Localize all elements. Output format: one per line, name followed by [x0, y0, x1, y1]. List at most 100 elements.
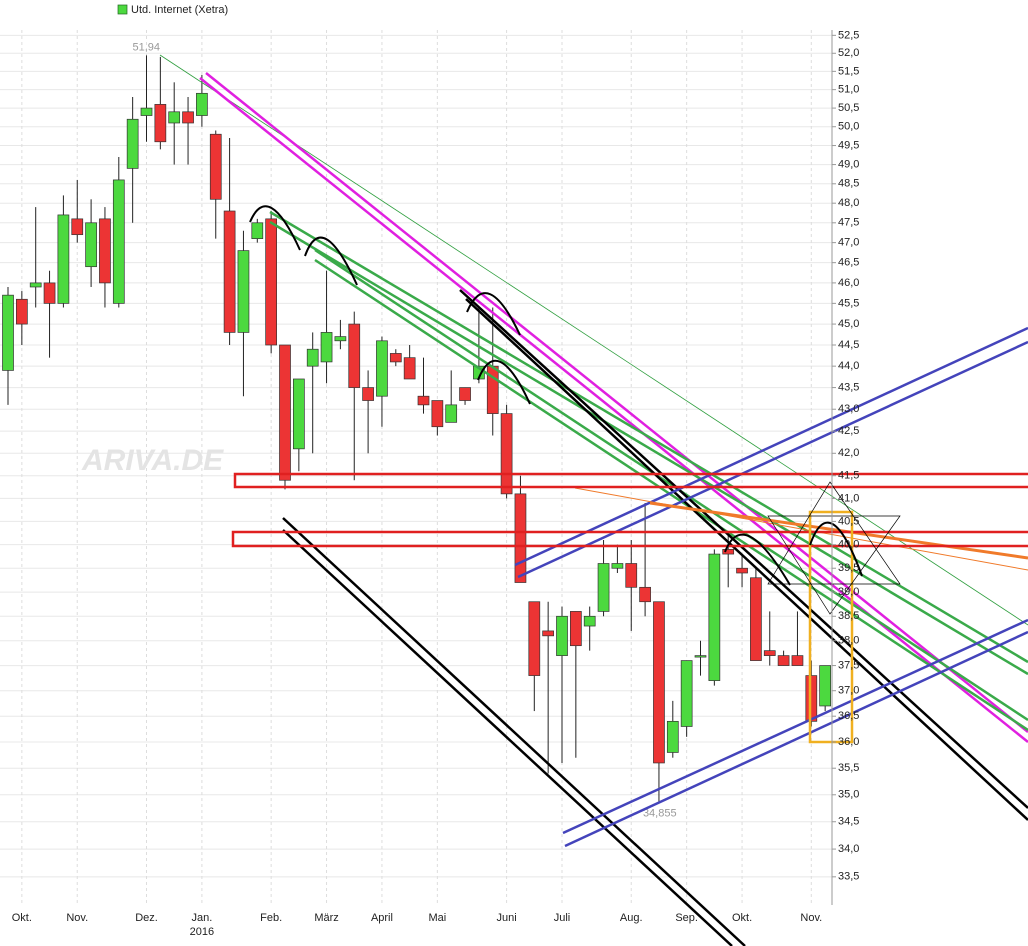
candle-body [653, 601, 665, 764]
zone [233, 472, 1028, 489]
zone [231, 530, 1028, 548]
y-tick-label: 50,0 [838, 121, 859, 133]
candle-body [389, 353, 402, 363]
candle-body [805, 675, 818, 722]
y-tick-label: 41,0 [838, 492, 859, 504]
candle-body [819, 665, 832, 707]
candle-body [154, 104, 167, 143]
candle-body [140, 107, 153, 116]
x-tick-label: April [371, 912, 393, 924]
candle-body [569, 611, 582, 647]
y-tick-label: 49,0 [838, 158, 859, 170]
y-tick-label: 47,0 [838, 237, 859, 249]
x-tick-label: Feb. [260, 912, 282, 924]
candle-body [293, 378, 305, 450]
candle-body [431, 400, 444, 428]
x-tick-label: Nov. [800, 912, 822, 924]
y-tick-label: 37,0 [838, 685, 859, 697]
candle-body [265, 218, 277, 346]
x-tick-label: Okt. [12, 912, 32, 924]
candle-body [459, 387, 471, 401]
trend-line [159, 54, 1028, 626]
candle-body [445, 404, 458, 423]
trend-line [517, 340, 1028, 579]
candle-body [334, 336, 347, 342]
candle-body [126, 118, 139, 169]
y-tick-label: 33,5 [838, 871, 859, 883]
y-tick-label: 51,0 [838, 84, 859, 96]
x-tick-label: Dez. [135, 912, 158, 924]
y-tick-label: 46,5 [838, 257, 859, 269]
candle-body [57, 214, 70, 304]
candle-body [168, 111, 181, 124]
legend-label: Utd. Internet (Xetra) [131, 4, 228, 16]
candle-body [417, 395, 430, 406]
x-tick-label: Sep. [675, 912, 698, 924]
candle-body [2, 294, 14, 371]
y-tick-label: 48,0 [838, 197, 859, 209]
trend-line [562, 618, 1028, 835]
candle-body [237, 250, 250, 333]
candle-body [99, 218, 111, 284]
candle-body [597, 563, 610, 612]
candle-body [320, 332, 333, 363]
candle-body [182, 111, 194, 124]
y-tick-label: 36,0 [838, 736, 859, 748]
candle-body [279, 344, 291, 481]
x-tick-label: 2016 [190, 926, 214, 938]
y-tick-label: 51,5 [838, 65, 859, 77]
x-tick-label: Mai [428, 912, 446, 924]
candle-body [639, 586, 651, 603]
trend-line [199, 77, 1028, 743]
candle-body [763, 650, 776, 656]
arc [466, 292, 521, 336]
trend-line [514, 326, 1028, 567]
y-tick-label: 42,5 [838, 425, 859, 437]
trend-line [314, 258, 1028, 732]
y-tick-label: 41,5 [838, 470, 859, 482]
y-tick-label: 43,0 [838, 403, 859, 415]
y-tick-label: 38,0 [838, 635, 859, 647]
trend-line [465, 298, 1028, 821]
candle-body [43, 282, 56, 304]
drawings [159, 54, 1028, 946]
candle-body [362, 387, 374, 401]
y-tick-label: 35,0 [838, 789, 859, 801]
axis: 33,5 34,0 34,5 35,0 35,5 36,0 36,5 37,0 37,5 38,0… [12, 29, 860, 938]
candle-body [625, 563, 638, 588]
y-tick-label: 43,5 [838, 381, 859, 393]
watermark: ARIVA.DE [81, 444, 224, 477]
candle-body [611, 563, 624, 569]
arc [724, 533, 791, 586]
y-tick-label: 42,0 [838, 447, 859, 459]
candle-body [71, 218, 84, 236]
candle-body [791, 655, 804, 666]
y-tick-label: 39,5 [838, 562, 859, 574]
candle-body [722, 549, 735, 555]
candle-body [500, 413, 513, 495]
trend-line [269, 220, 1028, 676]
candle-body [112, 179, 125, 304]
y-tick-label: 34,0 [838, 843, 859, 855]
candle-body [16, 298, 28, 325]
y-tick-label: 52,5 [838, 29, 859, 41]
shape [767, 515, 901, 615]
candle-body [376, 340, 388, 397]
candle-body [251, 222, 264, 239]
y-tick-label: 45,0 [838, 318, 859, 330]
y-tick-label: 48,5 [838, 178, 859, 190]
legend-swatch [117, 4, 128, 15]
x-tick-label: Okt. [732, 912, 752, 924]
candle-body [196, 92, 208, 116]
candle-body [694, 655, 707, 658]
arc [304, 236, 358, 286]
x-tick-label: Juni [497, 912, 517, 924]
x-tick-label: Aug. [620, 912, 643, 924]
y-tick-label: 44,0 [838, 360, 859, 372]
y-tick-label: 44,5 [838, 339, 859, 351]
x-tick-label: Jan. [192, 912, 213, 924]
candle-body [736, 567, 748, 574]
x-tick-label: Juli [554, 912, 571, 924]
candle-body [85, 222, 97, 268]
